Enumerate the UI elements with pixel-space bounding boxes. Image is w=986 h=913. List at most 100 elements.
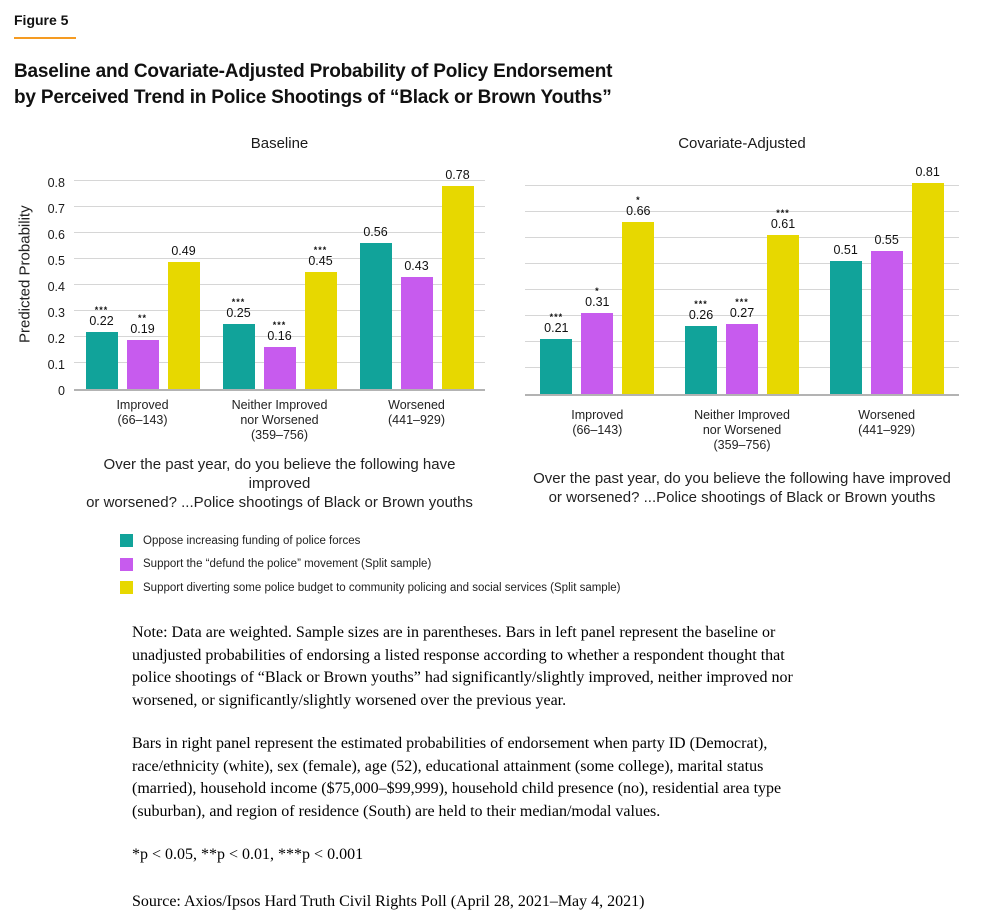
bar-value: 0.56 bbox=[363, 225, 387, 239]
x-group-label-line: (359–756) bbox=[211, 428, 348, 443]
bar: ***0.16 bbox=[264, 347, 296, 389]
figure-title-line1: Baseline and Covariate-Adjusted Probabil… bbox=[14, 61, 612, 82]
x-axis-caption: Over the past year, do you believe the f… bbox=[525, 469, 959, 512]
bar-value-label: 0.78 bbox=[445, 168, 469, 182]
y-tick-label: 0.6 bbox=[48, 229, 65, 241]
x-group-label-line: (359–756) bbox=[670, 438, 815, 453]
source-line: Source: Axios/Ipsos Hard Truth Civil Rig… bbox=[132, 891, 806, 913]
bar-value: 0.61 bbox=[771, 217, 795, 231]
panel-title: Baseline bbox=[74, 135, 485, 157]
significance-key: *p < 0.05, **p < 0.01, ***p < 0.001 bbox=[132, 844, 806, 867]
notes-block: Note: Data are weighted. Sample sizes ar… bbox=[132, 622, 806, 913]
bar: 0.78 bbox=[442, 186, 474, 389]
bar: ***0.61 bbox=[767, 235, 799, 394]
y-tick-label: 0.4 bbox=[48, 281, 65, 293]
bar-value-label: ***0.61 bbox=[771, 209, 795, 231]
bar: 0.51 bbox=[830, 261, 862, 394]
panel-title: Covariate-Adjusted bbox=[525, 135, 959, 157]
x-group-label-line: Worsened bbox=[348, 398, 485, 413]
figure-title-line2: by Perceived Trend in Police Shootings o… bbox=[14, 87, 612, 108]
bar-group: 0.56 0.43 0.78 bbox=[360, 186, 474, 389]
legend-swatch bbox=[120, 558, 133, 571]
legend-swatch bbox=[120, 581, 133, 594]
bar-value-label: ***0.16 bbox=[267, 321, 291, 343]
bar-group: ***0.26***0.27***0.61 bbox=[685, 235, 799, 394]
bar-value: 0.19 bbox=[130, 322, 154, 336]
bar-value: 0.31 bbox=[585, 295, 609, 309]
y-tick-label: 0.2 bbox=[48, 333, 65, 345]
x-axis-caption-line: or worsened? ...Police shootings of Blac… bbox=[74, 493, 485, 512]
note-paragraph-2: Bars in right panel represent the estima… bbox=[132, 733, 806, 823]
bar-value-label: 0.55 bbox=[874, 233, 898, 247]
x-group-label-line: (441–929) bbox=[348, 413, 485, 428]
bar: ***0.25 bbox=[223, 324, 255, 389]
bar: ***0.22 bbox=[86, 332, 118, 389]
x-axis-caption-line: Over the past year, do you believe the f… bbox=[74, 455, 485, 493]
bar-value-label: 0.43 bbox=[404, 259, 428, 273]
bar-value-label: *0.66 bbox=[626, 196, 650, 218]
bar-value: 0.25 bbox=[226, 306, 250, 320]
bar-value-label: 0.51 bbox=[833, 243, 857, 257]
bar-value: 0.26 bbox=[689, 308, 713, 322]
x-group-label-line: (66–143) bbox=[74, 413, 211, 428]
bar-value: 0.78 bbox=[445, 168, 469, 182]
y-tick-label: 0 bbox=[58, 385, 65, 397]
figure-title: Baseline and Covariate-Adjusted Probabil… bbox=[14, 59, 986, 111]
legend-item: Oppose increasing funding of police forc… bbox=[120, 534, 986, 547]
bar-value-label: 0.81 bbox=[915, 165, 939, 179]
x-group-label-line: Neither Improved bbox=[211, 398, 348, 413]
bar-value-label: *0.31 bbox=[585, 287, 609, 309]
accent-rule bbox=[14, 37, 76, 39]
x-axis-caption-line: Over the past year, do you believe the f… bbox=[525, 469, 959, 488]
note-paragraph-1: Note: Data are weighted. Sample sizes ar… bbox=[132, 622, 806, 712]
bar: ***0.45 bbox=[305, 272, 337, 389]
chart-panel-baseline: Baseline Predicted Probability 0 0.1 0.2 0.3 0… bbox=[14, 135, 485, 512]
x-group-label: Worsened(441–929) bbox=[814, 408, 959, 458]
significance-stars: *** bbox=[308, 246, 332, 254]
bar-value: 0.55 bbox=[874, 233, 898, 247]
bar: **0.19 bbox=[127, 340, 159, 389]
y-tick-label: 0.3 bbox=[48, 307, 65, 319]
bar-group: ***0.22 **0.19 0.49 bbox=[86, 262, 200, 389]
bar: ***0.21 bbox=[540, 339, 572, 394]
significance-stars: * bbox=[626, 196, 650, 204]
bar: 0.49 bbox=[168, 262, 200, 389]
bar-value: 0.21 bbox=[544, 321, 568, 335]
significance-stars: *** bbox=[226, 298, 250, 306]
bar-value-label: 0.49 bbox=[171, 244, 195, 258]
bar: *0.31 bbox=[581, 313, 613, 394]
x-group-label: Improved(66–143) bbox=[74, 398, 211, 443]
significance-stars: * bbox=[585, 287, 609, 295]
bar: 0.55 bbox=[871, 251, 903, 394]
y-tick-label: 0.7 bbox=[48, 203, 65, 215]
significance-stars: ** bbox=[130, 314, 154, 322]
y-axis-label: Predicted Probability bbox=[14, 157, 36, 391]
bar-value-label: ***0.27 bbox=[730, 298, 754, 320]
legend-item: Support the “defund the police” movement… bbox=[120, 558, 986, 571]
significance-stars: *** bbox=[689, 300, 713, 308]
bar-value: 0.27 bbox=[730, 306, 754, 320]
bar: ***0.26 bbox=[685, 326, 717, 394]
legend-label: Support the “defund the police” movement… bbox=[143, 558, 431, 570]
x-group-label-line: Neither Improved bbox=[670, 408, 815, 423]
bar-value: 0.51 bbox=[833, 243, 857, 257]
bar: 0.81 bbox=[912, 183, 944, 394]
x-group-label-line: nor Worsened bbox=[670, 423, 815, 438]
charts-row: Baseline Predicted Probability 0 0.1 0.2 0.3 0… bbox=[14, 135, 986, 512]
y-tick-label: 0.8 bbox=[48, 177, 65, 189]
x-axis-caption-line: or worsened? ...Police shootings of Blac… bbox=[525, 488, 959, 507]
chart-panel-covariate-adjusted: Covariate-Adjusted***0.21*0.31*0.66***0.… bbox=[525, 135, 959, 512]
bar-value: 0.49 bbox=[171, 244, 195, 258]
figure-label: Figure 5 bbox=[14, 12, 986, 28]
legend-swatch bbox=[120, 534, 133, 547]
bar: 0.43 bbox=[401, 277, 433, 389]
legend: Oppose increasing funding of police forc… bbox=[120, 534, 986, 594]
bar-value: 0.22 bbox=[89, 314, 113, 328]
y-tick-label: 0.1 bbox=[48, 359, 65, 371]
